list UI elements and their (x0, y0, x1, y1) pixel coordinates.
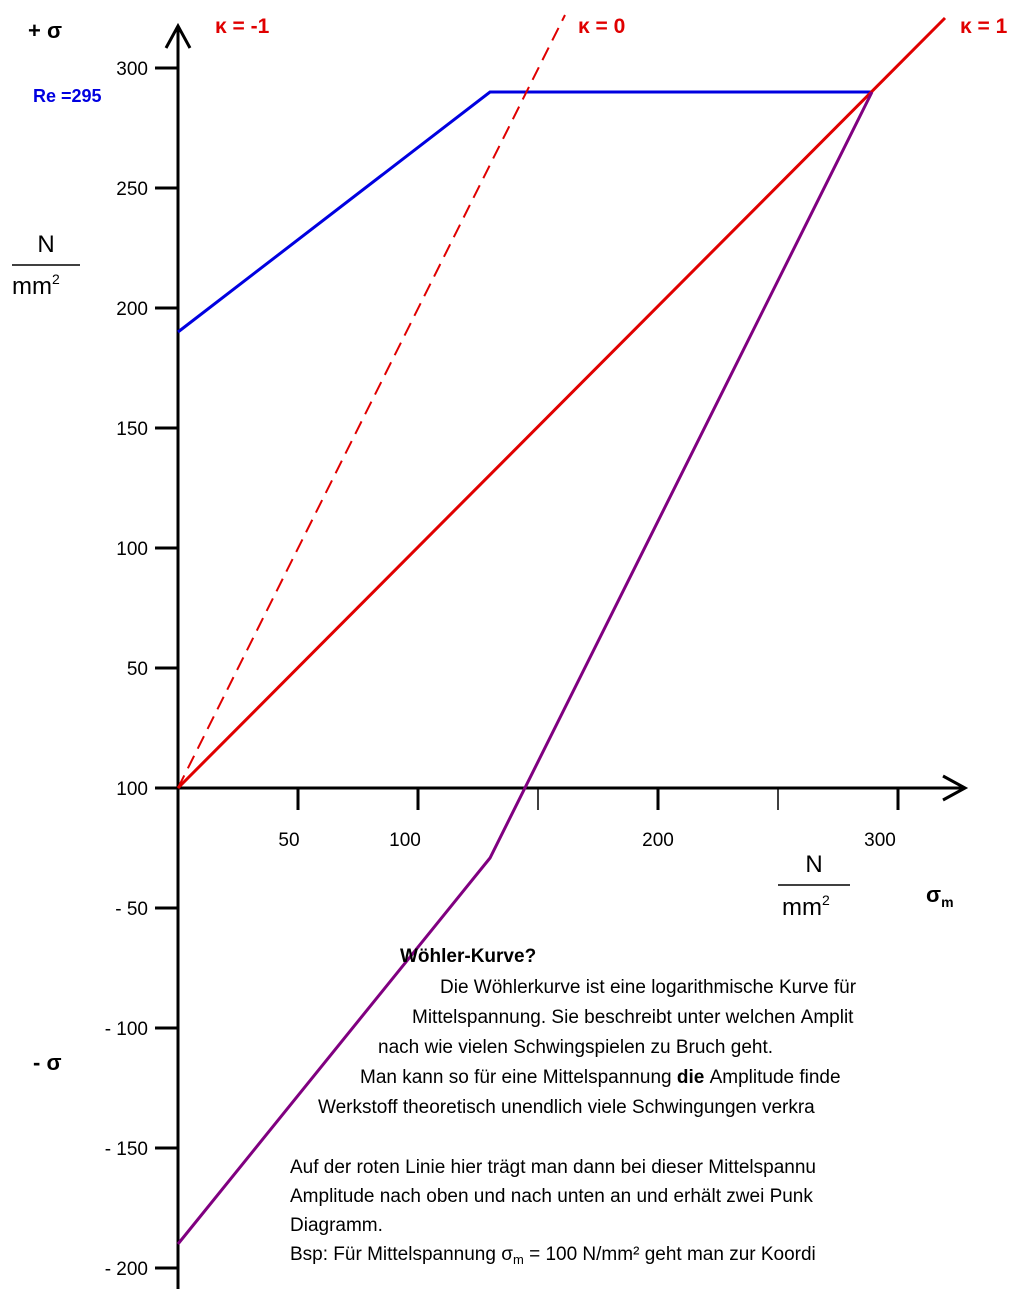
y-tick-label: - 150 (105, 1139, 148, 1160)
yield-line (177, 90, 872, 334)
note-line: Mittelspannung. Sie beschreibt unter wel… (412, 1007, 854, 1028)
note-line: Werkstoff theoretisch unendlich viele Sc… (318, 1097, 815, 1118)
note-line: nach wie vielen Schwingspielen zu Bruch … (378, 1037, 773, 1058)
lower-limit-line (176, 91, 874, 1245)
kappa-label: κ = 0 (578, 15, 625, 38)
kappa-label: κ = 1 (960, 15, 1008, 38)
note-line: Bsp: Für Mittelspannung σm = 100 N/mm² g… (290, 1244, 816, 1267)
note-line: Man kann so für eine Mittelspannung die … (360, 1067, 841, 1088)
x-axis-label: σm (926, 882, 954, 910)
x-tick-label: 300 (864, 830, 896, 851)
y-tick-label: 150 (116, 419, 148, 440)
y-tick-label: 50 (127, 659, 148, 680)
y-tick-label: 250 (116, 179, 148, 200)
y-tick-label: 100 (116, 779, 148, 800)
note-title: Wöhler-Kurve? (400, 946, 536, 967)
y-tick-label: - 200 (105, 1259, 148, 1280)
y-tick-label: - 50 (115, 899, 148, 920)
axes (155, 22, 969, 1289)
y-bottom-label: - σ (33, 1050, 62, 1075)
note-line: Die Wöhlerkurve ist eine logarithmische … (440, 977, 857, 998)
x-unit-den: mm2 (782, 892, 830, 921)
kappa-label: κ = -1 (215, 15, 270, 38)
x-unit-num: N (805, 851, 822, 878)
x-tick-label: 200 (642, 830, 674, 851)
y-tick-label: 100 (116, 539, 148, 560)
re-label: Re =295 (33, 86, 102, 106)
y-top-label: + σ (28, 18, 62, 43)
y-tick-label: 300 (116, 59, 148, 80)
note-line: Amplitude nach oben und nach unten an un… (290, 1186, 813, 1207)
y-unit-den: mm2 (12, 271, 60, 300)
y-tick-label: 200 (116, 299, 148, 320)
y-unit-num: N (37, 231, 54, 258)
note-line: Auf der roten Linie hier trägt man dann … (290, 1157, 816, 1178)
y-tick-label: - 100 (105, 1019, 148, 1040)
kappa-1-line (176, 16, 947, 790)
x-tick-label: 100 (389, 830, 421, 851)
kappa-0-line (177, 14, 566, 789)
x-tick-label: 50 (278, 830, 299, 851)
note-line: Diagramm. (290, 1215, 383, 1236)
